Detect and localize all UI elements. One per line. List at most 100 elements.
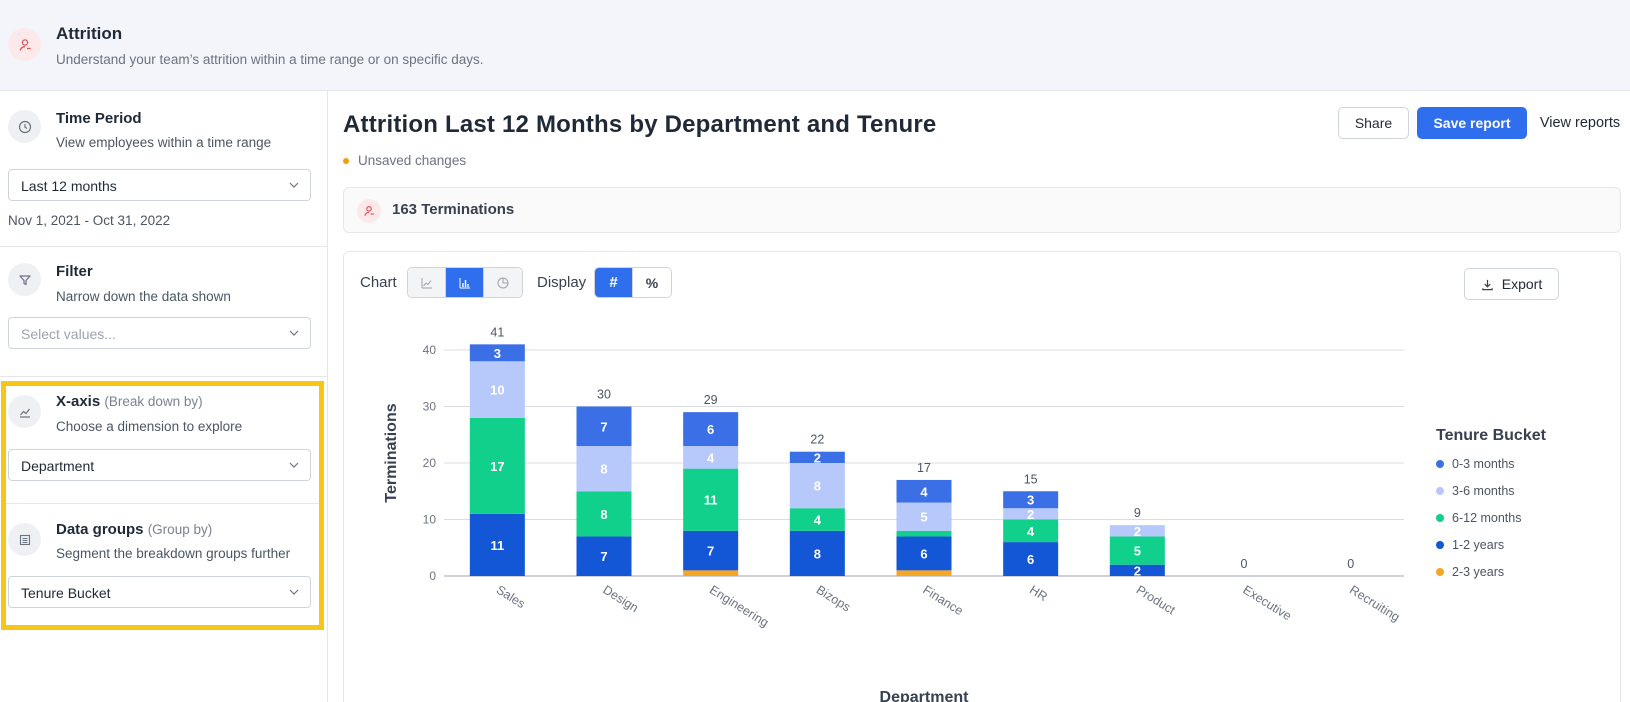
x-tick-label: Product [1134, 583, 1178, 618]
y-tick-label: 10 [423, 513, 437, 527]
chart-type-label: Chart [360, 274, 397, 291]
data-label: 6 [1027, 552, 1034, 567]
bar-chart: 010203040TerminationsDepartment111710341… [383, 325, 1547, 702]
filter-select[interactable]: Select values... [8, 317, 311, 349]
bar-chart-icon [459, 277, 470, 288]
data-label: 4 [920, 484, 928, 499]
data-label: 2 [1134, 524, 1141, 539]
user-minus-icon [8, 28, 41, 61]
data-label: 7 [707, 544, 714, 559]
legend-title: Tenure Bucket [1436, 427, 1547, 444]
data-label: 6 [920, 546, 927, 561]
data-label: 4 [1027, 524, 1035, 539]
export-label: Export [1501, 276, 1543, 292]
data-label: 8 [600, 507, 607, 522]
data-label: 2 [814, 450, 821, 465]
y-tick-label: 20 [423, 456, 437, 470]
data-label: 6 [707, 422, 714, 437]
data-label: 3 [1027, 493, 1034, 508]
legend-item-label: 0-3 months [1452, 457, 1515, 471]
bar-chart-option[interactable] [446, 268, 484, 297]
bar-segment [896, 570, 952, 576]
legend-swatch [1436, 487, 1444, 495]
percent-icon: % [645, 274, 659, 291]
bar-segment [896, 502, 952, 531]
x-axis-value: Department [21, 458, 95, 474]
display-count-option[interactable]: # [595, 268, 633, 297]
save-report-button[interactable]: Save report [1417, 107, 1527, 139]
time-period-select[interactable]: Last 12 months [8, 169, 311, 201]
display-percent-option[interactable]: % [633, 268, 671, 297]
line-chart-icon [8, 395, 41, 428]
legend-item-label: 6-12 months [1452, 511, 1521, 525]
divider [6, 503, 320, 504]
data-label: 8 [814, 479, 821, 494]
user-minus-icon [357, 199, 381, 223]
bar-segment [469, 513, 525, 576]
x-axis-title: X-axis (Break down by) [56, 393, 203, 410]
bar-segment [1109, 525, 1165, 537]
hash-icon: # [609, 274, 618, 291]
page-header: Attrition Understand your team’s attriti… [0, 0, 1630, 91]
download-icon [1482, 279, 1493, 290]
legend-swatch [1436, 514, 1444, 522]
bar-segment [683, 530, 739, 571]
time-period-value: Last 12 months [21, 178, 117, 194]
filter-section: Filter Narrow down the data shown Select… [0, 247, 327, 367]
x-axis-label: Department [880, 689, 970, 702]
bar-segment [469, 361, 525, 418]
export-button[interactable]: Export [1464, 268, 1559, 300]
bar-segment [683, 570, 739, 576]
share-button[interactable]: Share [1338, 107, 1409, 139]
clock-icon [8, 110, 41, 143]
chart-card: Chart Display # % [343, 251, 1621, 702]
data-label: 7 [600, 549, 607, 564]
data-label: 8 [600, 462, 607, 477]
x-axis-title-text: X-axis [56, 393, 101, 410]
chevron-down-icon [289, 330, 299, 336]
data-label: 3 [494, 346, 501, 361]
view-reports-link[interactable]: View reports [1539, 115, 1621, 131]
x-axis-qualifier: (Break down by) [104, 394, 203, 409]
bar-segment [683, 468, 739, 531]
bar-segment [896, 536, 952, 571]
sidebar: Time Period View employees within a time… [0, 91, 328, 702]
x-tick-label: Finance [920, 583, 965, 618]
data-groups-select[interactable]: Tenure Bucket [8, 576, 311, 608]
filter-placeholder: Select values... [21, 326, 116, 342]
chevron-down-icon [289, 462, 299, 468]
display-label: Display [537, 274, 587, 291]
data-label: 4 [814, 513, 822, 528]
data-label: 2 [1027, 507, 1034, 522]
x-axis-select[interactable]: Department [8, 449, 311, 481]
filter-title: Filter [56, 263, 93, 280]
data-groups-section: Data groups (Group by) Segment the break… [0, 504, 327, 624]
terminations-count: 163 Terminations [392, 201, 515, 218]
bar-segment [1003, 491, 1059, 509]
bar-total-label: 0 [1347, 557, 1354, 571]
legend-swatch [1436, 460, 1444, 468]
data-label: 7 [600, 419, 607, 434]
bar-segment [896, 530, 952, 537]
bar-segment [789, 530, 845, 576]
legend-swatch [1436, 568, 1444, 576]
bar-segment [683, 446, 739, 469]
unsaved-status: Unsaved changes [343, 153, 466, 168]
time-period-title: Time Period [56, 110, 142, 127]
bar-segment [469, 344, 525, 362]
x-tick-label: Recruiting [1347, 583, 1402, 625]
y-tick-label: 0 [429, 569, 436, 583]
funnel-icon [8, 263, 41, 296]
bar-total-label: 0 [1241, 557, 1248, 571]
x-tick-label: HR [1027, 583, 1050, 604]
data-groups-title-text: Data groups [56, 521, 144, 538]
x-tick-label: Sales [494, 583, 528, 611]
x-tick-label: Engineering [707, 583, 771, 630]
bar-segment [789, 451, 845, 463]
pie-chart-option[interactable] [484, 268, 522, 297]
line-chart-option[interactable] [408, 268, 446, 297]
legend-swatch [1436, 541, 1444, 549]
data-groups-qualifier: (Group by) [147, 522, 213, 537]
data-label: 8 [814, 546, 821, 561]
